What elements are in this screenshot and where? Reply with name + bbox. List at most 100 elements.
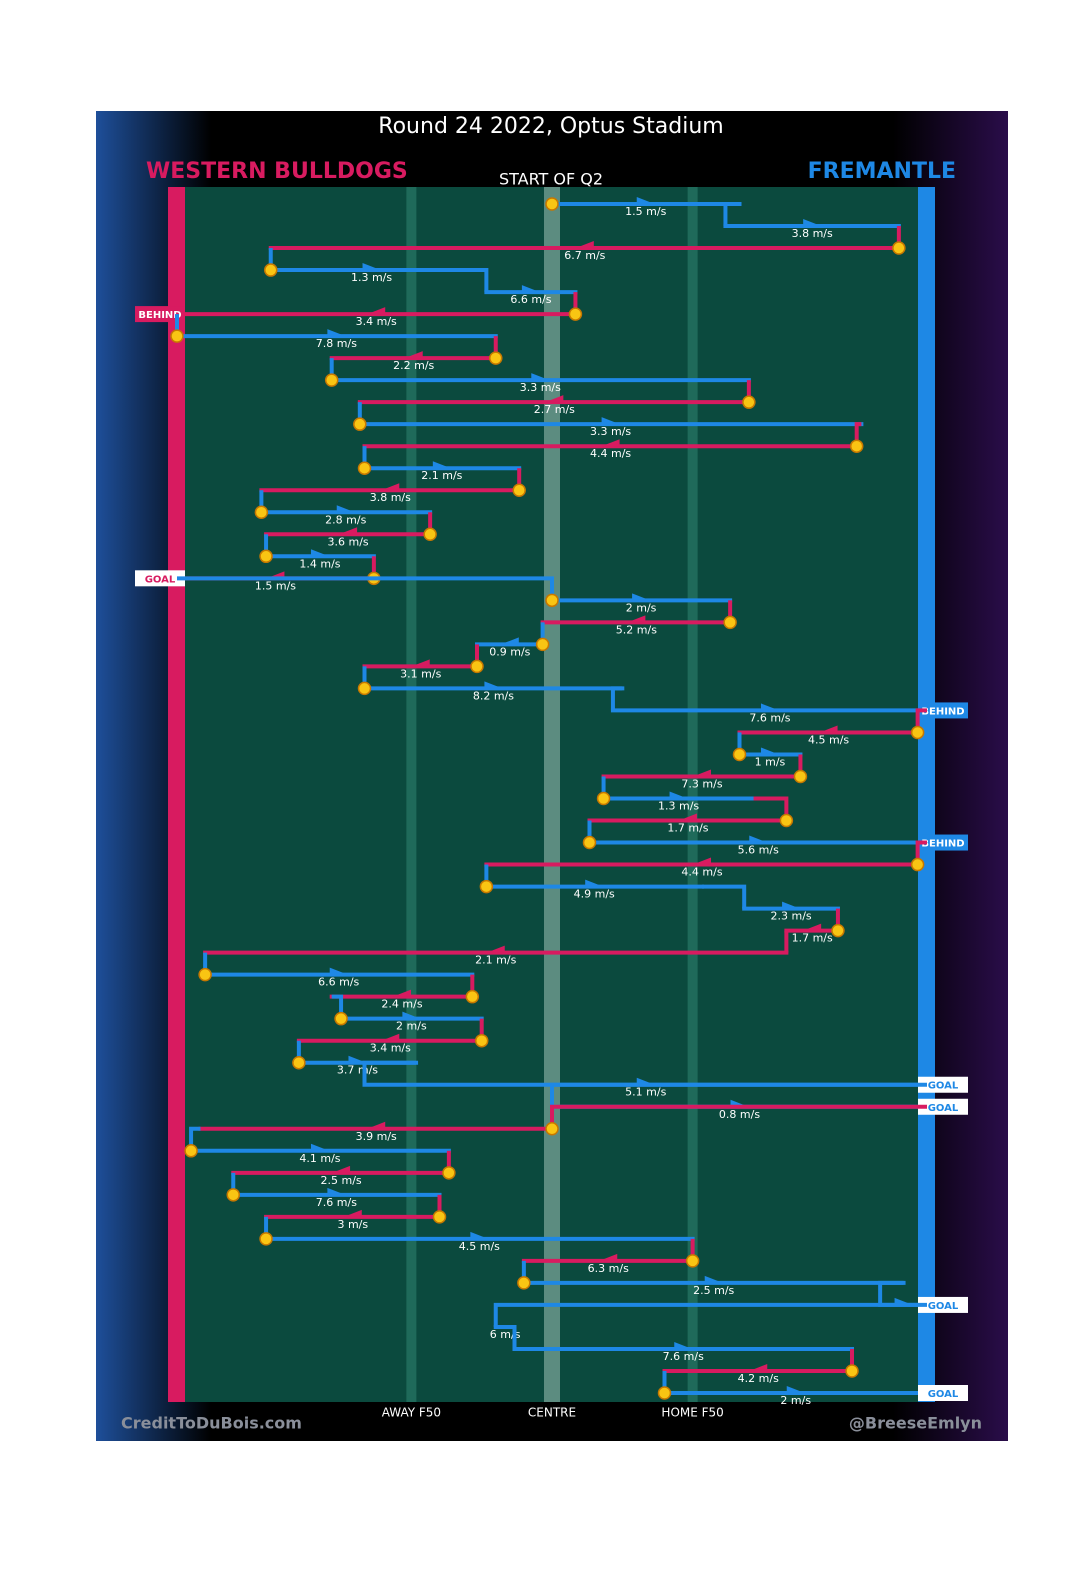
turnover — [259, 549, 273, 564]
connector — [854, 422, 862, 447]
turnover — [357, 461, 372, 475]
turnover — [685, 1254, 700, 1268]
speed-label: 2.5 m/s — [693, 1284, 734, 1297]
arrow — [803, 219, 822, 227]
speed-label: 3.6 m/s — [328, 535, 369, 548]
connector — [493, 1302, 927, 1327]
speed-label: 3.3 m/s — [590, 425, 631, 438]
connector — [610, 686, 623, 711]
turnover — [596, 791, 611, 806]
speed-label: 2 m/s — [626, 601, 657, 614]
turnover — [545, 593, 559, 608]
turnover — [353, 417, 367, 431]
turnover — [568, 307, 583, 321]
turnover — [892, 241, 906, 255]
speed-label: 2.5 m/s — [320, 1174, 361, 1187]
speed-label: 6.7 m/s — [564, 249, 605, 262]
turnover — [324, 373, 339, 387]
arrow — [343, 1209, 362, 1217]
connector — [723, 202, 740, 227]
arrow — [402, 1011, 421, 1019]
turnover — [793, 769, 808, 784]
speed-label: 1 m/s — [755, 755, 786, 768]
arrow — [678, 813, 697, 821]
speed-label: 6.6 m/s — [510, 293, 551, 306]
arrow — [362, 263, 381, 271]
connector — [331, 994, 344, 1019]
connector — [177, 576, 554, 601]
speed-label: 1.7 m/s — [792, 932, 833, 945]
arrow — [669, 791, 688, 799]
speed-label: 7.6 m/s — [663, 1350, 704, 1363]
turnover — [474, 1033, 489, 1048]
turnover — [545, 197, 559, 211]
arrow — [329, 967, 348, 975]
arrow — [599, 1253, 618, 1261]
turnover — [226, 1188, 240, 1202]
turnover — [582, 835, 597, 850]
turnover — [264, 263, 278, 277]
speed-label: 0.8 m/s — [719, 1108, 760, 1121]
arrow — [704, 1275, 723, 1283]
turnover — [479, 879, 494, 894]
connector — [915, 840, 927, 865]
turnover — [535, 637, 550, 652]
arrow — [601, 439, 620, 447]
goal-line-right — [918, 187, 935, 1402]
turnover — [779, 813, 794, 828]
speed-label: 7.8 m/s — [316, 337, 357, 350]
turnover — [170, 329, 184, 343]
speed-label: 4.4 m/s — [590, 447, 631, 460]
turnover — [849, 439, 864, 453]
arrow — [484, 681, 503, 689]
speed-label: 1.3 m/s — [351, 271, 392, 284]
arrow — [693, 857, 711, 865]
arrow — [327, 329, 346, 337]
speed-label: 1.3 m/s — [658, 800, 699, 813]
speed-label: 2.8 m/s — [325, 513, 366, 526]
field-line — [687, 187, 698, 1402]
arrow — [575, 241, 594, 249]
connector — [189, 1126, 201, 1151]
result-label: GOAL — [928, 1081, 959, 1092]
speed-label: 3.4 m/s — [356, 315, 397, 328]
arrow — [348, 1055, 367, 1063]
x-tick-label: AWAY F50 — [382, 1406, 441, 1420]
arrow — [786, 1386, 805, 1393]
arrow — [500, 637, 519, 645]
speed-label: 2.3 m/s — [770, 910, 811, 923]
result-label: BEHIND — [921, 839, 964, 850]
arrow — [470, 1231, 489, 1239]
speed-label: 2.7 m/s — [534, 403, 575, 416]
result-box — [918, 1385, 968, 1401]
connector — [915, 708, 927, 733]
speed-label: 1.4 m/s — [299, 557, 340, 570]
result-box — [918, 1296, 968, 1313]
field-line — [544, 187, 560, 1402]
turnover — [723, 615, 737, 630]
speed-label: 5.2 m/s — [616, 623, 657, 636]
arrow — [627, 615, 646, 623]
speed-label: 3.1 m/s — [400, 667, 441, 680]
speed-label: 4.5 m/s — [808, 733, 849, 746]
turnover — [184, 1144, 198, 1158]
connector — [362, 1060, 417, 1085]
turnover — [432, 1210, 447, 1224]
turnover — [742, 395, 756, 409]
arrow — [531, 373, 550, 381]
goal-line-left — [168, 187, 185, 1402]
speed-label: 7.3 m/s — [681, 777, 722, 790]
speed-label: 3.8 m/s — [792, 227, 833, 240]
arrow — [327, 1187, 346, 1195]
speed-label: 6.6 m/s — [318, 976, 359, 989]
arrow — [601, 417, 620, 425]
speed-label: 2.2 m/s — [393, 359, 434, 372]
result-label: BEHIND — [138, 310, 181, 321]
turnover — [357, 681, 372, 696]
turnover — [517, 1276, 531, 1290]
speed-label: 1.5 m/s — [625, 205, 666, 218]
arrow — [749, 835, 768, 843]
arrow — [336, 505, 355, 513]
arrow — [404, 351, 423, 359]
subtitle: START OF Q2 — [499, 170, 603, 189]
